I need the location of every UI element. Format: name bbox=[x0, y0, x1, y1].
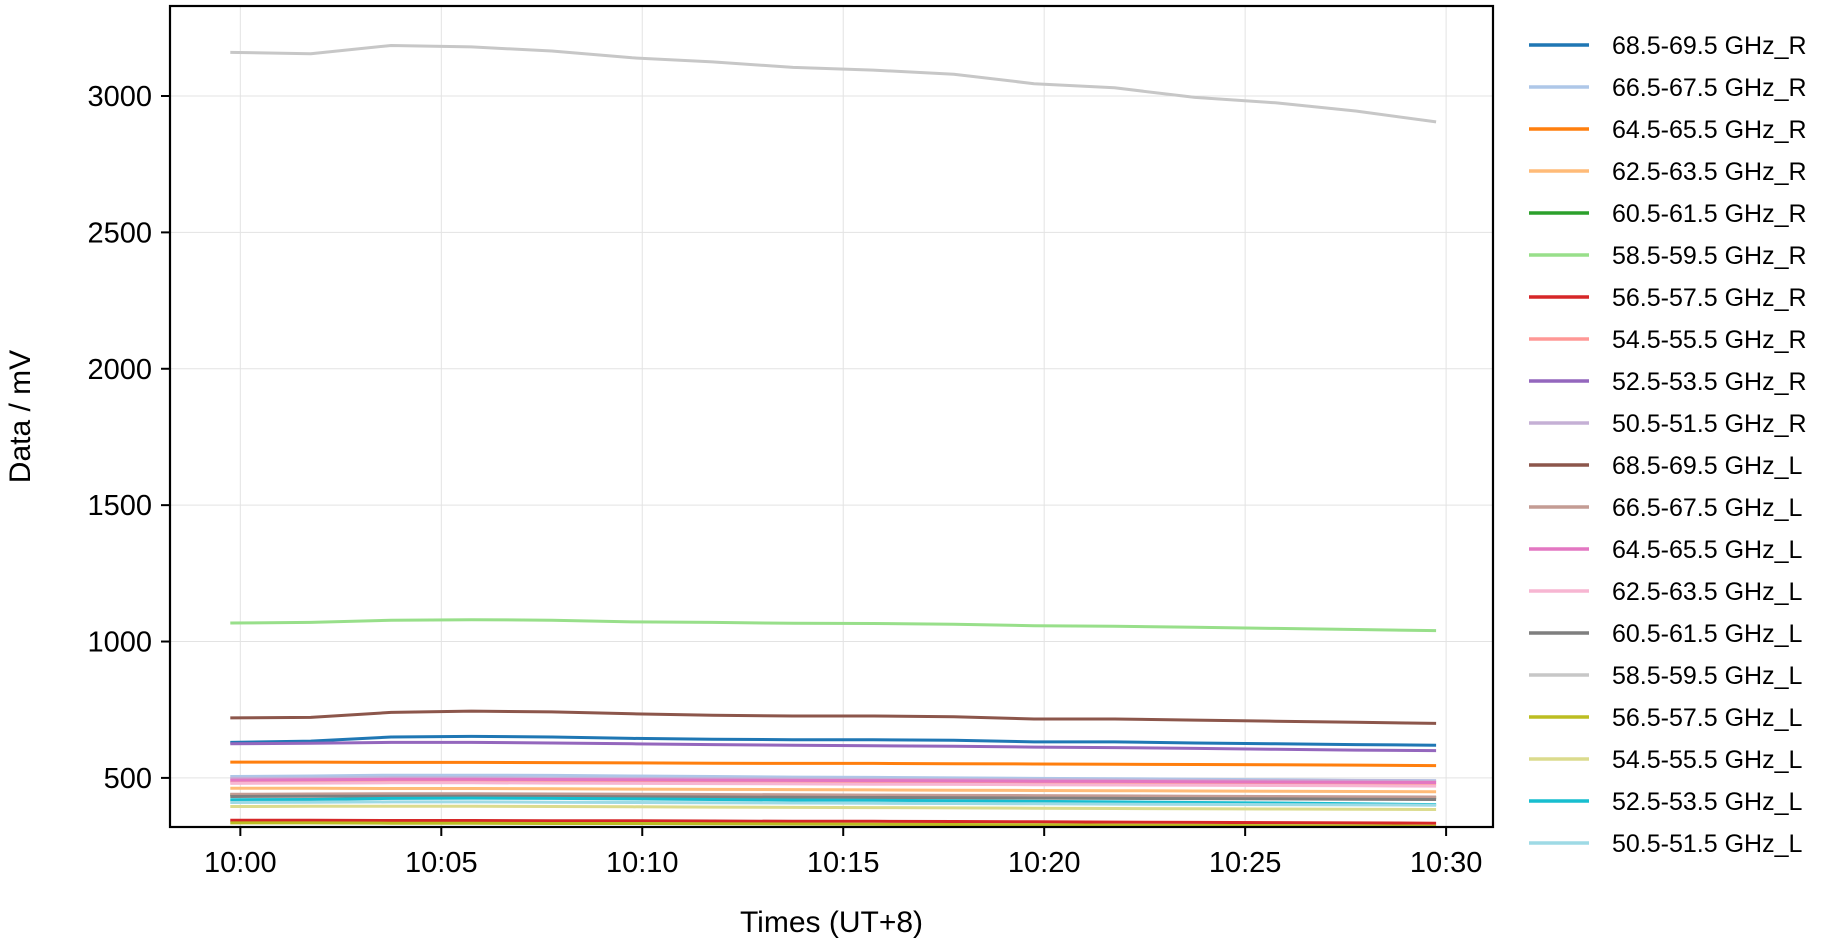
x-tick-label: 10:25 bbox=[1209, 847, 1282, 879]
series-line bbox=[230, 794, 1437, 801]
series-line bbox=[230, 786, 1437, 794]
y-tick-label: 2500 bbox=[87, 217, 152, 249]
legend-label: 56.5-57.5 GHz_R bbox=[1612, 284, 1807, 312]
series-line bbox=[230, 740, 1437, 753]
series-line bbox=[230, 709, 1437, 725]
y-tick-label: 500 bbox=[104, 763, 152, 795]
series-line bbox=[230, 792, 1437, 799]
legend-label: 56.5-57.5 GHz_L bbox=[1612, 704, 1802, 732]
legend-label: 66.5-67.5 GHz_L bbox=[1612, 494, 1802, 522]
x-axis-label: Times (UT+8) bbox=[740, 906, 923, 939]
series-line bbox=[230, 818, 1437, 825]
y-tick-label: 1000 bbox=[87, 627, 152, 659]
legend-label: 54.5-55.5 GHz_L bbox=[1612, 746, 1802, 774]
x-tick-label: 10:30 bbox=[1410, 847, 1483, 879]
series-line bbox=[230, 44, 1437, 124]
legend-label: 66.5-67.5 GHz_R bbox=[1612, 74, 1807, 102]
legend-label: 52.5-53.5 GHz_R bbox=[1612, 368, 1807, 396]
legend-label: 64.5-65.5 GHz_L bbox=[1612, 536, 1802, 564]
legend-label: 62.5-63.5 GHz_R bbox=[1612, 158, 1807, 186]
legend-label: 62.5-63.5 GHz_L bbox=[1612, 578, 1802, 606]
legend-label: 58.5-59.5 GHz_L bbox=[1612, 662, 1802, 690]
legend-label: 58.5-59.5 GHz_R bbox=[1612, 242, 1807, 270]
x-tick-label: 10:20 bbox=[1008, 847, 1081, 879]
series-line bbox=[230, 618, 1437, 633]
series-line bbox=[230, 781, 1437, 788]
x-tick-label: 10:00 bbox=[204, 847, 277, 879]
legend-label: 50.5-51.5 GHz_L bbox=[1612, 830, 1802, 858]
plot-lines bbox=[230, 44, 1437, 828]
y-tick-label: 1500 bbox=[87, 490, 152, 522]
y-axis-label: Data / mV bbox=[4, 350, 37, 483]
series-line bbox=[230, 779, 1437, 786]
plot-frame bbox=[168, 4, 1495, 829]
legend: 68.5-69.5 GHz_R 66.5-67.5 GHz_R 64.5-65.5 … bbox=[1529, 32, 1807, 858]
x-tick-label: 10:05 bbox=[405, 847, 478, 879]
grid bbox=[170, 6, 1493, 827]
legend-label: 68.5-69.5 GHz_R bbox=[1612, 32, 1807, 60]
series-line bbox=[230, 734, 1437, 747]
y-tick-label: 2000 bbox=[87, 354, 152, 386]
x-axis: 10:00 10:05 10:10 10:15 10:20 10:25 10:30 bbox=[204, 827, 1482, 879]
x-tick-label: 10:15 bbox=[807, 847, 880, 879]
series-line bbox=[230, 777, 1437, 784]
legend-label: 52.5-53.5 GHz_L bbox=[1612, 788, 1802, 816]
x-tick-label: 10:10 bbox=[606, 847, 679, 879]
legend-label: 54.5-55.5 GHz_R bbox=[1612, 326, 1807, 354]
series-line bbox=[230, 796, 1437, 807]
y-axis: 500 1000 1500 2000 2500 3000 bbox=[87, 81, 170, 795]
legend-label: 64.5-65.5 GHz_R bbox=[1612, 116, 1807, 144]
legend-label: 60.5-61.5 GHz_L bbox=[1612, 620, 1802, 648]
series-line bbox=[230, 821, 1437, 828]
series-line bbox=[230, 760, 1437, 768]
y-tick-label: 3000 bbox=[87, 81, 152, 113]
series-line bbox=[230, 800, 1437, 807]
legend-label: 60.5-61.5 GHz_R bbox=[1612, 200, 1807, 228]
legend-label: 50.5-51.5 GHz_R bbox=[1612, 410, 1807, 438]
series-line bbox=[230, 804, 1437, 811]
legend-label: 68.5-69.5 GHz_L bbox=[1612, 452, 1802, 480]
